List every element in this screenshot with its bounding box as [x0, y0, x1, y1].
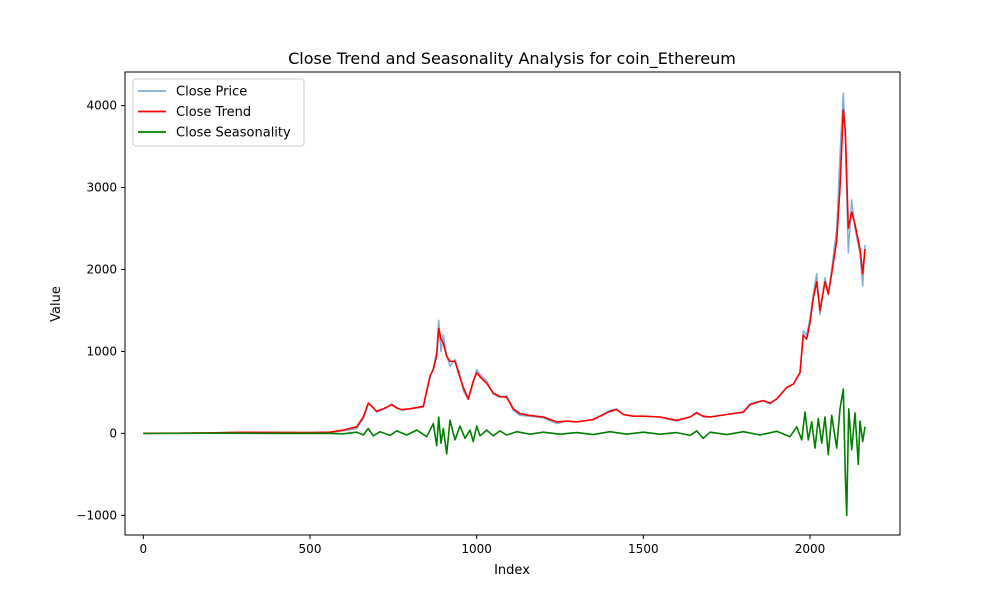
y-tick-label: 2000 — [86, 262, 117, 276]
x-axis: 0 500 1000 1500 2000 — [140, 535, 826, 556]
x-tick-label: 1000 — [461, 542, 492, 556]
y-tick-label: 4000 — [86, 99, 117, 113]
series-layer — [143, 92, 866, 517]
x-tick-label: 500 — [299, 542, 322, 556]
chart-title: Close Trend and Seasonality Analysis for… — [288, 49, 736, 69]
y-tick-label: 3000 — [86, 181, 117, 195]
x-tick-label: 1500 — [628, 542, 659, 556]
y-tick-label: 0 — [109, 426, 117, 440]
y-tick-label: 1000 — [86, 344, 117, 358]
legend-box — [132, 78, 305, 147]
legend-label-close-price: Close Price — [176, 85, 247, 100]
y-tick-label: −1000 — [76, 508, 117, 522]
plot-frame — [124, 71, 901, 536]
y-axis: −1000 0 1000 2000 3000 4000 — [76, 99, 125, 522]
series-line-close-trend — [143, 108, 866, 435]
legend-label-close-trend: Close Trend — [176, 105, 251, 120]
x-axis-label: Index — [494, 563, 530, 578]
y-axis-label: Value — [49, 286, 64, 322]
legend: Close Price Close Trend Close Seasonality — [132, 78, 305, 147]
legend-label-close-seasonality: Close Seasonality — [176, 126, 291, 141]
x-tick-label: 2000 — [795, 542, 826, 556]
series-line-close-seasonality — [143, 388, 866, 517]
x-tick-label: 0 — [140, 542, 148, 556]
